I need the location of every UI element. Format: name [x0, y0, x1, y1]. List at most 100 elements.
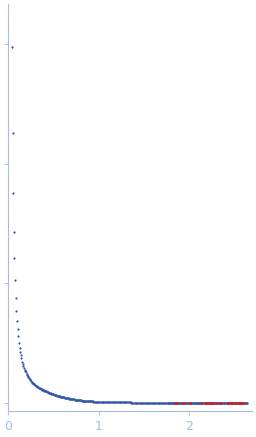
Point [45, 388, 49, 395]
Point [187, 399, 191, 406]
Point [177, 399, 181, 406]
Point [179, 399, 184, 406]
Point [88, 398, 92, 405]
Point [162, 399, 166, 406]
Point [229, 399, 233, 406]
Point [220, 399, 225, 406]
Point [161, 399, 165, 406]
Point [28, 376, 33, 383]
Point [51, 391, 55, 398]
Point [166, 399, 170, 406]
Point [94, 398, 99, 405]
Point [32, 381, 36, 388]
Point [159, 399, 163, 406]
Point [77, 397, 81, 404]
Point [105, 399, 109, 406]
Point [21, 362, 25, 369]
Point [11, 189, 15, 196]
Point [208, 399, 212, 406]
Point [46, 389, 50, 396]
Point [43, 388, 47, 395]
Point [231, 399, 235, 406]
Point [26, 374, 30, 381]
Point [76, 396, 80, 403]
Point [222, 399, 226, 406]
Point [141, 399, 145, 406]
Point [112, 399, 116, 406]
Point [91, 398, 95, 405]
Point [165, 399, 169, 406]
Point [74, 396, 78, 403]
Point [241, 399, 245, 406]
Point [163, 399, 167, 406]
Point [42, 387, 46, 394]
Point [147, 399, 151, 406]
Point [233, 399, 237, 406]
Point [209, 399, 214, 406]
Point [242, 399, 246, 406]
Point [225, 399, 229, 406]
Point [230, 399, 234, 406]
Point [226, 399, 230, 406]
Point [28, 376, 32, 383]
Point [179, 399, 183, 406]
Point [73, 396, 78, 403]
Point [72, 396, 76, 403]
Point [184, 399, 188, 406]
Point [97, 398, 101, 405]
Point [47, 389, 51, 396]
Point [199, 399, 203, 406]
Point [10, 43, 14, 50]
Point [79, 397, 83, 404]
Point [186, 399, 190, 406]
Point [16, 333, 20, 340]
Point [40, 386, 45, 393]
Point [241, 399, 245, 406]
Point [15, 317, 19, 324]
Point [197, 399, 201, 406]
Point [122, 399, 126, 406]
Point [162, 399, 166, 406]
Point [151, 399, 155, 406]
Point [33, 382, 37, 388]
Point [108, 399, 112, 406]
Point [57, 392, 61, 399]
Point [22, 365, 26, 372]
Point [176, 399, 180, 406]
Point [221, 399, 225, 406]
Point [186, 399, 190, 406]
Point [149, 399, 153, 406]
Point [29, 378, 33, 385]
Point [30, 378, 34, 385]
Point [25, 372, 29, 379]
Point [210, 399, 214, 406]
Point [59, 393, 63, 400]
Point [139, 399, 143, 406]
Point [234, 399, 238, 406]
Point [167, 399, 171, 406]
Point [148, 399, 152, 406]
Point [118, 399, 122, 406]
Point [190, 399, 195, 406]
Point [58, 393, 62, 400]
Point [86, 398, 90, 405]
Point [238, 399, 242, 406]
Point [103, 399, 107, 406]
Point [240, 399, 244, 406]
Point [202, 399, 206, 406]
Point [44, 388, 48, 395]
Point [48, 390, 52, 397]
Point [227, 399, 231, 406]
Point [83, 397, 87, 404]
Point [138, 399, 142, 406]
Point [82, 397, 87, 404]
Point [68, 395, 72, 402]
Point [135, 399, 139, 406]
Point [107, 399, 111, 406]
Point [64, 394, 68, 401]
Point [130, 399, 134, 406]
Point [52, 391, 56, 398]
Point [157, 399, 162, 406]
Point [223, 399, 227, 406]
Point [242, 399, 247, 406]
